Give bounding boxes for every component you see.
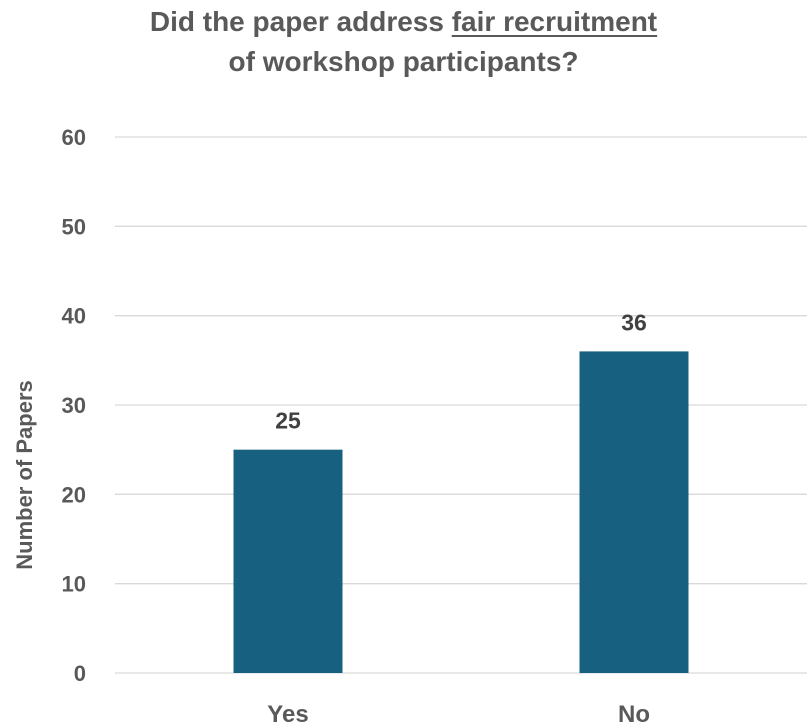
y-tick-label: 20	[62, 482, 86, 507]
data-label-yes: 25	[275, 408, 301, 434]
bar-no	[579, 351, 689, 673]
y-tick-label: 40	[62, 304, 86, 329]
bar-yes	[233, 449, 343, 673]
chart-title-line-1: Did the paper address fair recruitment	[0, 2, 807, 42]
data-label-no: 36	[621, 309, 647, 335]
y-tick-label: 50	[62, 214, 86, 239]
data-labels: 25 36	[275, 309, 647, 433]
x-tick-labels: Yes No	[267, 701, 650, 727]
x-tick-label-no: No	[618, 701, 650, 727]
y-tick-labels: 0 10 20 30 40 50 60	[62, 125, 86, 686]
gridlines	[115, 136, 807, 674]
y-tick-label: 0	[74, 661, 86, 686]
chart-title-prefix: Did the paper address	[149, 6, 452, 37]
y-tick-label: 30	[62, 393, 86, 418]
chart-title-line-2: of workshop participants?	[228, 46, 579, 77]
chart-title-underlined: fair recruitment	[451, 6, 658, 37]
y-tick-label: 10	[62, 572, 86, 597]
y-axis-label: Number of Papers	[12, 380, 37, 570]
bars	[233, 351, 689, 673]
chart-title: Did the paper address fair recruitment o…	[0, 2, 807, 82]
x-tick-label-yes: Yes	[267, 701, 308, 727]
y-tick-label: 60	[62, 125, 86, 150]
